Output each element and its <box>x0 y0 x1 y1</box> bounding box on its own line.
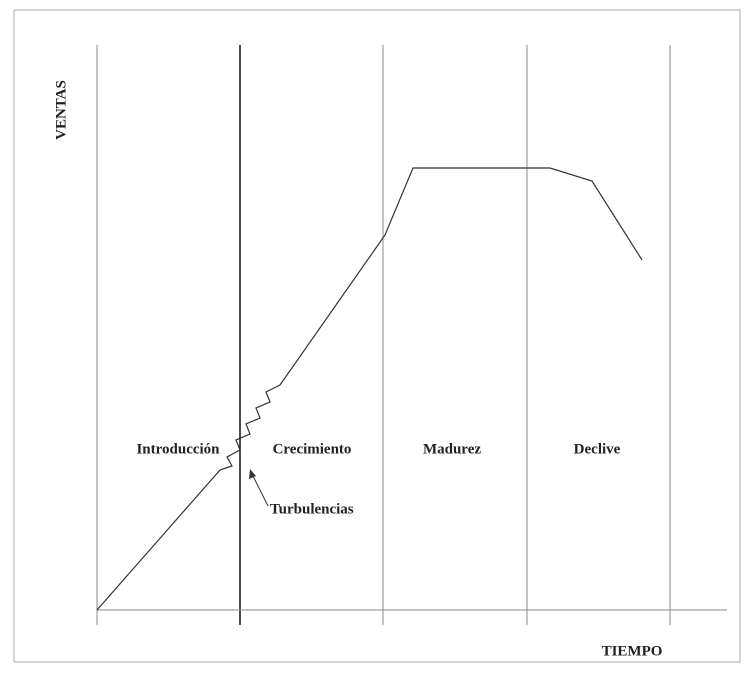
arrow-head <box>249 469 256 479</box>
sales-curve <box>96 167 643 611</box>
y-axis-label: VENTAS <box>53 80 69 140</box>
annotation: Turbulencias <box>270 501 354 517</box>
x-axis-label: TIEMPO <box>602 643 663 659</box>
stage-label: Madurez <box>423 441 481 457</box>
frame <box>13 9 741 663</box>
stage-dividers <box>96 45 727 625</box>
stage-label: Introducción <box>136 441 220 457</box>
annotation-arrow <box>251 473 269 507</box>
stage-label: Crecimiento <box>273 441 352 457</box>
stage-label: Declive <box>574 441 621 457</box>
